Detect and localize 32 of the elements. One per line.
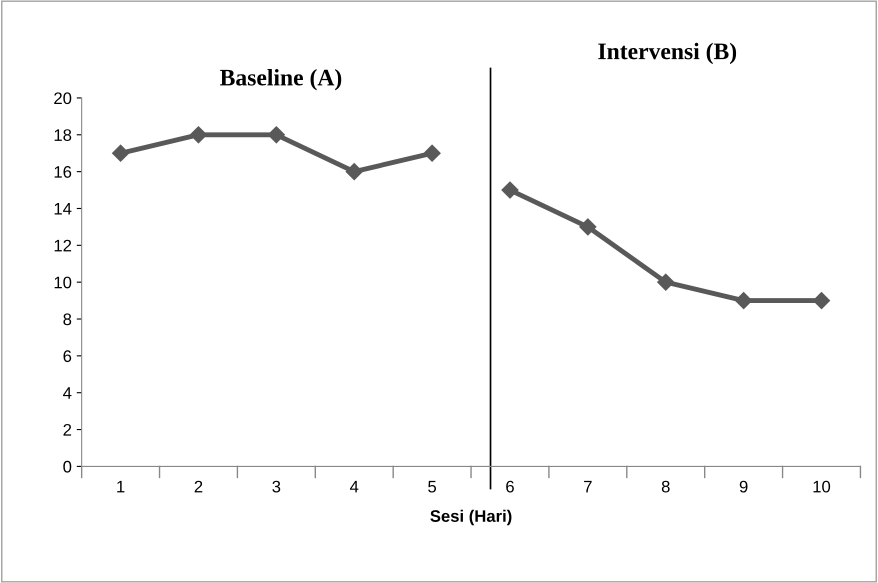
x-tick-label: 6 xyxy=(506,480,514,493)
x-tick-label: 2 xyxy=(194,480,202,492)
point xyxy=(735,292,752,310)
y-tick-label: 6 xyxy=(64,350,72,362)
y-tick-label: 0 xyxy=(63,460,72,473)
x-tick-label: 10 xyxy=(814,480,830,493)
y-tick-label: 8 xyxy=(63,313,72,326)
y-tick-label: 16 xyxy=(54,166,72,178)
point xyxy=(579,218,596,236)
x-tick-label: 5 xyxy=(428,480,436,493)
y-tick-label: 18 xyxy=(54,129,72,141)
x-tick-label: 7 xyxy=(584,480,592,492)
point xyxy=(501,182,519,199)
y-tick-label: 12 xyxy=(54,240,72,252)
x-tick-label: 1 xyxy=(117,480,124,492)
x-tick-label: 8 xyxy=(662,480,670,493)
y-tick-label: 4 xyxy=(63,387,72,399)
y-tick-label: 20 xyxy=(54,92,72,104)
y-tick-label: 14 xyxy=(54,203,72,215)
x-axis-title: Sesi (Hari) xyxy=(430,510,512,526)
point xyxy=(268,126,285,144)
y-tick-label: 2 xyxy=(64,424,72,436)
point xyxy=(346,163,363,180)
point xyxy=(112,144,130,162)
point xyxy=(424,144,441,162)
x-tick-label: 4 xyxy=(350,480,358,492)
y-tick-label: 10 xyxy=(54,276,72,288)
text: Baseline (A) xyxy=(220,68,342,90)
x-tick-label: 3 xyxy=(272,480,280,493)
text: Intervensi (B) xyxy=(598,42,736,64)
point xyxy=(657,274,674,291)
x-tick-label: 9 xyxy=(740,480,748,493)
